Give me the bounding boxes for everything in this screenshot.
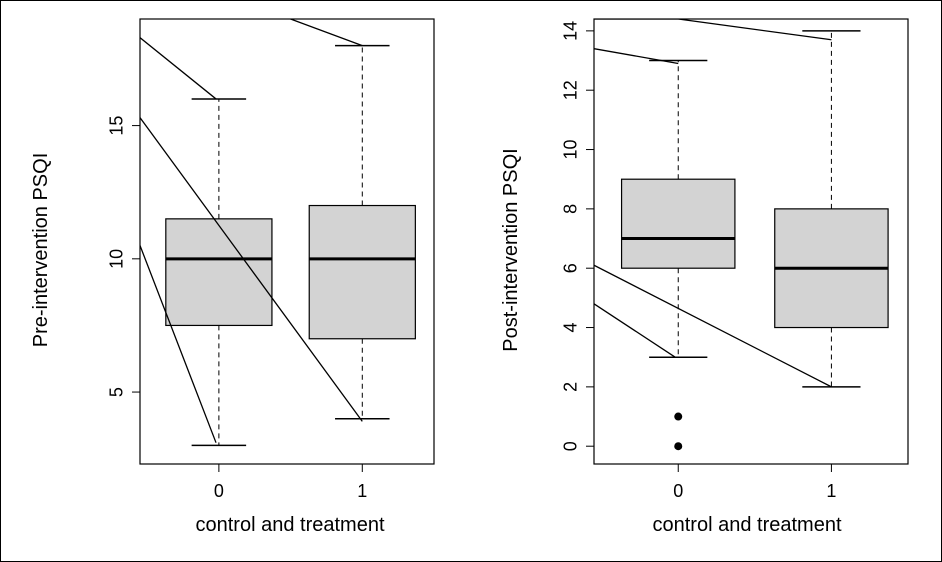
post-box-1	[774, 30, 889, 388]
post-plot-border	[593, 18, 909, 465]
overlay-line	[140, 37, 217, 100]
pre-box-0	[165, 98, 273, 447]
post-y-tick-label: 10	[561, 140, 581, 160]
post-intervention-panel: 0 2 4 6 8 10 12 14 0 1 control and treatment Post…	[500, 18, 909, 536]
pre-box-1	[308, 44, 416, 420]
outlier-point	[674, 412, 683, 421]
overlay-line	[594, 264, 832, 388]
overlay-line	[594, 303, 676, 358]
post-x-axis-label: control and treatment	[653, 514, 842, 536]
overlay-line	[140, 245, 217, 443]
post-y-tick-label: 0	[561, 441, 581, 451]
iqr-box	[620, 178, 736, 269]
overlay-line	[678, 19, 832, 41]
post-y-tick-label: 4	[561, 323, 581, 333]
pre-y-tick-label: 5	[107, 387, 127, 397]
post-intervention-plot-area: 0 2 4 6 8 10 12 14 0 1	[561, 18, 909, 501]
post-y-tick-label: 8	[561, 204, 581, 214]
post-box-0	[620, 59, 736, 451]
pre-intervention-panel: 5 10 15 0 1 control and treatment Pre-interv…	[30, 18, 435, 536]
post-y-tick-label: 12	[561, 80, 581, 100]
post-overlay-lines	[594, 19, 832, 388]
iqr-box	[165, 218, 273, 327]
overlay-line	[140, 117, 363, 422]
iqr-box	[308, 204, 416, 340]
pre-y-tick-label: 10	[107, 249, 127, 269]
pre-intervention-plot-area: 5 10 15 0 1	[107, 18, 435, 501]
outlier-point	[674, 442, 683, 451]
overlay-line	[290, 19, 363, 47]
pre-overlay-lines	[140, 19, 363, 443]
pre-y-axis-label: Pre-intervention PSQI	[30, 153, 52, 348]
overlay-line	[594, 48, 679, 65]
pre-y-tick-label: 15	[107, 116, 127, 136]
pre-x-axis-label: control and treatment	[196, 514, 385, 536]
post-y-tick-label: 6	[561, 263, 581, 273]
post-x-tick-label: 1	[826, 481, 836, 501]
pre-x-tick-label: 1	[357, 481, 367, 501]
post-y-axis-label: Post-intervention PSQI	[500, 148, 522, 351]
post-x-tick-label: 0	[673, 481, 683, 501]
pre-x-tick-label: 0	[214, 481, 224, 501]
post-y-tick-label: 14	[561, 21, 581, 41]
pre-plot-border	[139, 18, 435, 465]
post-y-tick-label: 2	[561, 382, 581, 392]
